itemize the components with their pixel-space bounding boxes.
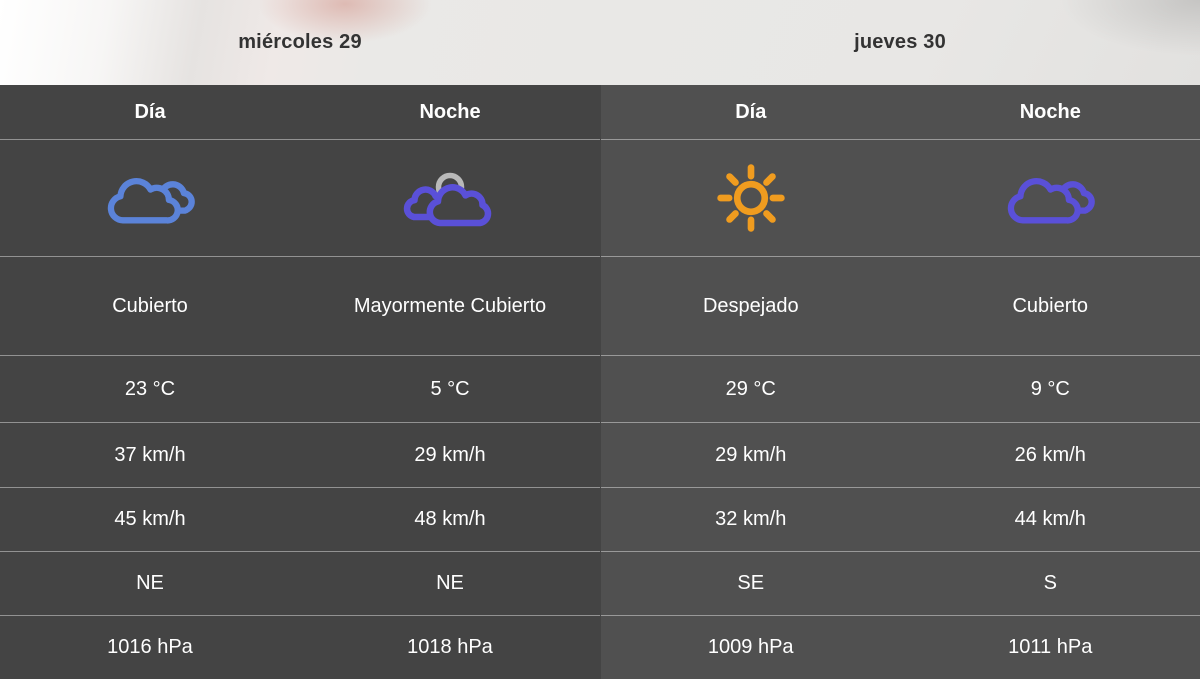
wind-direction-row: SE S bbox=[601, 551, 1200, 615]
pressure-value: 1009 hPa bbox=[707, 635, 794, 658]
banner: miércoles 29 jueves 30 bbox=[0, 0, 1200, 85]
period-label-dia: Día bbox=[735, 100, 767, 123]
wind-speed-value: 26 km/h bbox=[1014, 443, 1086, 466]
pressure-row: 1016 hPa 1018 hPa bbox=[0, 615, 600, 678]
day-block-miercoles: Día Noche bbox=[0, 85, 600, 679]
wind-gust-row: 32 km/h 44 km/h bbox=[601, 487, 1200, 551]
temperature-row: 23 °C 5 °C bbox=[0, 355, 600, 422]
mostly-cloudy-night-icon bbox=[403, 172, 492, 227]
overcast-night-icon bbox=[1008, 178, 1096, 224]
icon-cell bbox=[0, 140, 300, 256]
forecast-table: Día Noche bbox=[0, 85, 1200, 679]
period-label-noche: Noche bbox=[419, 100, 481, 123]
temperature-value: 5 °C bbox=[430, 377, 470, 400]
day-title-jueves: jueves 30 bbox=[854, 31, 946, 53]
icon-cell bbox=[300, 140, 600, 256]
condition-row: Despejado Cubierto bbox=[601, 256, 1200, 355]
condition-text: Cubierto bbox=[1012, 294, 1089, 317]
period-header-row: Día Noche bbox=[0, 85, 600, 139]
pressure-value: 1011 hPa bbox=[1008, 635, 1093, 658]
day-title-miercoles: miércoles 29 bbox=[238, 31, 362, 53]
wind-direction-value: SE bbox=[737, 572, 765, 594]
temperature-value: 29 °C bbox=[725, 377, 776, 400]
period-label-noche: Noche bbox=[1019, 100, 1081, 123]
wind-gust-value: 44 km/h bbox=[1014, 508, 1086, 530]
wind-direction-value: NE bbox=[436, 572, 464, 594]
pressure-row: 1009 hPa 1011 hPa bbox=[601, 615, 1200, 678]
day-block-jueves: Día Noche bbox=[600, 85, 1200, 679]
pressure-value: 1018 hPa bbox=[407, 635, 493, 658]
temperature-value: 23 °C bbox=[124, 377, 176, 400]
wind-direction-value: NE bbox=[136, 572, 164, 594]
icon-row bbox=[0, 139, 600, 256]
wind-speed-value: 29 km/h bbox=[414, 443, 486, 466]
wind-gust-value: 32 km/h bbox=[715, 508, 787, 530]
icon-cell bbox=[901, 140, 1200, 256]
wind-gust-value: 48 km/h bbox=[414, 508, 486, 530]
icon-row bbox=[601, 139, 1200, 256]
wind-speed-value: 29 km/h bbox=[715, 443, 787, 466]
condition-text: Despejado bbox=[702, 294, 799, 317]
wind-gust-row: 45 km/h 48 km/h bbox=[0, 487, 600, 551]
temperature-value: 9 °C bbox=[1030, 377, 1070, 400]
wind-direction-value: S bbox=[1043, 572, 1057, 594]
banner-day-1: miércoles 29 bbox=[0, 0, 600, 85]
overcast-day-icon bbox=[107, 178, 195, 224]
period-label-dia: Día bbox=[134, 100, 166, 123]
wind-gust-value: 45 km/h bbox=[114, 508, 186, 530]
wind-speed-row: 37 km/h 29 km/h bbox=[0, 422, 600, 487]
pressure-value: 1016 hPa bbox=[107, 635, 193, 658]
wind-direction-row: NE NE bbox=[0, 551, 600, 615]
clear-day-sun-icon bbox=[717, 164, 785, 232]
condition-row: Cubierto Mayormente Cubierto bbox=[0, 256, 600, 355]
temperature-row: 29 °C 9 °C bbox=[601, 355, 1200, 422]
condition-text: Cubierto bbox=[112, 294, 188, 317]
period-header-row: Día Noche bbox=[601, 85, 1200, 139]
icon-cell bbox=[601, 140, 901, 256]
banner-day-2: jueves 30 bbox=[600, 0, 1200, 85]
wind-speed-row: 29 km/h 26 km/h bbox=[601, 422, 1200, 487]
condition-text: Mayormente Cubierto bbox=[353, 294, 547, 317]
wind-speed-value: 37 km/h bbox=[114, 443, 186, 466]
